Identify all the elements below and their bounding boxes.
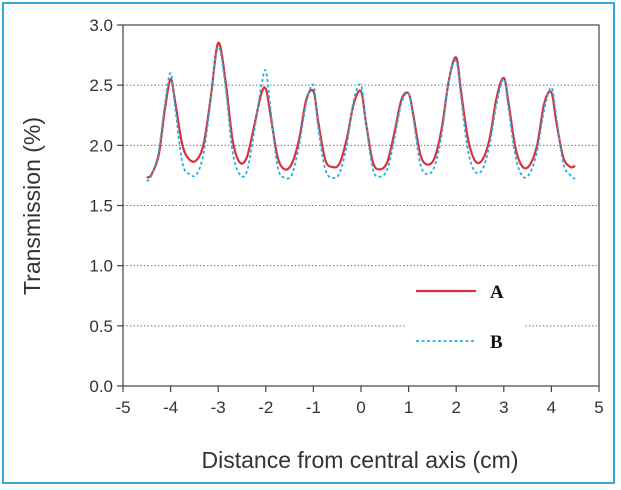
legend-label-a: A xyxy=(490,282,504,303)
x-tick-label-1: -4 xyxy=(163,398,178,417)
chart-frame xyxy=(2,2,615,484)
x-tick-label-4: -1 xyxy=(306,398,321,417)
x-tick-label-7: 2 xyxy=(451,398,460,417)
y-axis-label: Transmission (%) xyxy=(19,117,45,295)
y-tick-label-3: 1.5 xyxy=(89,197,113,216)
y-tick-label-0: 0.0 xyxy=(89,377,113,396)
y-tick-label-2: 1.0 xyxy=(89,257,113,276)
y-tick-label-4: 2.0 xyxy=(89,136,113,155)
x-tick-label-0: -5 xyxy=(115,398,130,417)
x-tick-label-8: 3 xyxy=(499,398,508,417)
legend-background xyxy=(405,270,525,360)
axis-ticks: 0.0 0.5 1.0 1.5 2.0 2.5 3.0 -5 -4 -3 -2 -1 0 1 2 3 4 5 xyxy=(89,16,603,417)
y-tick-label-6: 3.0 xyxy=(89,16,113,35)
series-line-b xyxy=(146,45,576,183)
x-axis-label: Distance from central axis (cm) xyxy=(202,447,519,473)
x-tick-label-9: 4 xyxy=(547,398,556,417)
grid-lines xyxy=(123,84,599,327)
x-tick-label-10: 5 xyxy=(594,398,603,417)
legend-label-b: B xyxy=(490,332,503,353)
x-tick-label-3: -2 xyxy=(258,398,273,417)
legend: A B xyxy=(405,270,525,360)
series-line-a xyxy=(146,41,576,179)
x-tick-label-6: 1 xyxy=(404,398,413,417)
y-tick-label-5: 2.5 xyxy=(89,76,113,95)
x-tick-label-2: -3 xyxy=(211,398,226,417)
series-group xyxy=(146,41,576,183)
x-tick-label-5: 0 xyxy=(356,398,365,417)
y-tick-label-1: 0.5 xyxy=(89,317,113,336)
